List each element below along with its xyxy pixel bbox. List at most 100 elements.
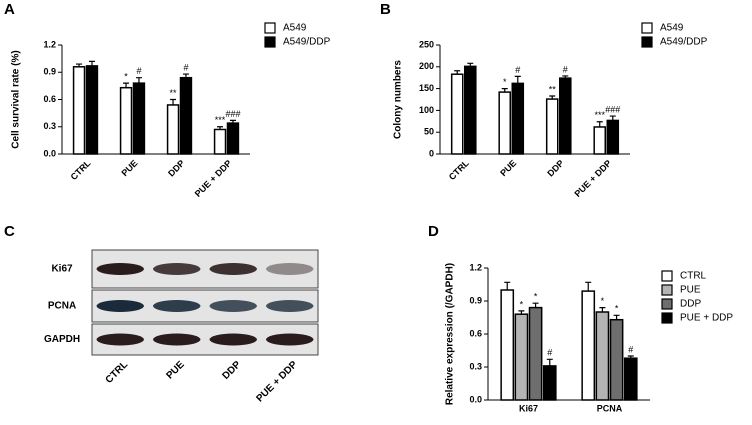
bar xyxy=(511,82,525,155)
bar xyxy=(213,128,227,155)
y-tick-label: 1.2 xyxy=(43,39,56,49)
y-tick-label: 0.0 xyxy=(43,148,56,158)
bar xyxy=(119,86,133,155)
significance-mark: *** xyxy=(594,110,605,120)
bar xyxy=(85,65,99,155)
y-tick-label: 0.3 xyxy=(469,361,482,371)
blot-band xyxy=(209,300,257,312)
blot-band xyxy=(153,263,201,275)
bar xyxy=(500,289,515,401)
row-label: GAPDH xyxy=(44,334,80,345)
blot-band xyxy=(209,333,257,346)
bar xyxy=(166,104,180,155)
bar xyxy=(464,65,477,155)
legend-label: A549 xyxy=(283,23,307,34)
y-axis-label: Colony numbers xyxy=(393,60,404,139)
panel-label: B xyxy=(380,1,391,18)
significance-mark: * xyxy=(601,296,605,306)
y-axis-label: Relative expression (/GAPDH) xyxy=(445,263,456,405)
y-tick-label: 0.9 xyxy=(469,295,482,305)
significance-mark: # xyxy=(547,348,552,358)
significance-mark: * xyxy=(520,299,524,309)
y-tick-label: 100 xyxy=(419,105,434,115)
y-tick-label: 0 xyxy=(429,148,434,158)
x-tick-label: PUE xyxy=(498,158,518,178)
bar xyxy=(623,357,638,401)
x-tick-label: PCNA xyxy=(597,403,623,413)
bar xyxy=(559,77,572,155)
bar xyxy=(72,66,86,155)
legend-swatch xyxy=(661,312,673,324)
legend-label: A549/DDP xyxy=(660,37,708,48)
x-tick-label: Ki67 xyxy=(519,403,538,413)
significance-mark: ** xyxy=(170,88,178,98)
legend-swatch xyxy=(641,22,653,34)
bar xyxy=(179,76,193,155)
x-tick-label: PUE + DDP xyxy=(572,158,613,199)
x-tick-label: DDP xyxy=(221,359,244,382)
y-tick-label: 0.0 xyxy=(469,394,482,404)
significance-mark: *** xyxy=(215,115,226,125)
blot-band xyxy=(96,300,144,312)
x-tick-label: CTRL xyxy=(104,359,131,386)
x-tick-label: CTRL xyxy=(447,158,471,182)
legend-swatch xyxy=(661,284,673,296)
bar xyxy=(450,73,464,155)
blot-band xyxy=(96,263,144,275)
significance-mark: * xyxy=(503,77,507,87)
x-tick-label: PUE xyxy=(164,359,187,382)
panel-label: D xyxy=(428,223,439,240)
x-tick-label: PUE + DDP xyxy=(254,359,300,405)
blot-band xyxy=(266,300,314,312)
legend-swatch xyxy=(641,36,653,48)
bar xyxy=(226,122,240,155)
x-tick-label: DDP xyxy=(545,158,566,179)
y-tick-label: 1.2 xyxy=(469,262,482,272)
legend-label: A549/DDP xyxy=(283,37,331,48)
legend-label: PUE + DDP xyxy=(680,313,733,324)
significance-mark: # xyxy=(515,65,520,75)
blot-band xyxy=(209,263,257,275)
bar xyxy=(595,311,610,401)
y-tick-label: 50 xyxy=(424,127,434,137)
legend-label: CTRL xyxy=(680,271,707,282)
blot-band xyxy=(266,333,314,346)
bar xyxy=(593,126,606,155)
bar xyxy=(581,290,596,401)
bar xyxy=(528,306,543,401)
y-tick-label: 250 xyxy=(419,39,434,49)
bar xyxy=(132,82,146,155)
significance-mark: ** xyxy=(549,84,557,94)
legend-label: A549 xyxy=(660,23,684,34)
y-tick-label: 150 xyxy=(419,83,434,93)
y-tick-label: 0.6 xyxy=(43,94,56,104)
legend-swatch xyxy=(264,22,276,34)
y-tick-label: 200 xyxy=(419,61,434,71)
bar xyxy=(498,91,511,155)
significance-mark: * xyxy=(534,292,538,302)
significance-mark: # xyxy=(136,66,141,76)
bar xyxy=(609,318,624,401)
bar xyxy=(514,313,529,401)
row-label: Ki67 xyxy=(51,264,73,275)
significance-mark: ### xyxy=(605,104,620,114)
legend-label: DDP xyxy=(680,299,701,310)
blot-band xyxy=(96,333,144,346)
blot-band xyxy=(153,300,201,312)
legend-label: PUE xyxy=(680,285,701,296)
x-tick-label: PUE + DDP xyxy=(193,158,234,199)
blot-band xyxy=(153,333,201,346)
y-axis-label: Cell survival rate (%) xyxy=(11,50,22,148)
y-tick-label: 0.9 xyxy=(43,67,56,77)
bar xyxy=(542,365,557,401)
panel-label: A xyxy=(4,1,15,18)
significance-mark: # xyxy=(563,64,568,74)
legend-swatch xyxy=(264,36,276,48)
significance-mark: # xyxy=(183,62,188,72)
blot-band xyxy=(266,263,314,275)
legend-swatch xyxy=(661,298,673,310)
y-tick-label: 0.6 xyxy=(469,328,482,338)
significance-mark: * xyxy=(124,72,128,82)
row-label: PCNA xyxy=(48,301,76,312)
